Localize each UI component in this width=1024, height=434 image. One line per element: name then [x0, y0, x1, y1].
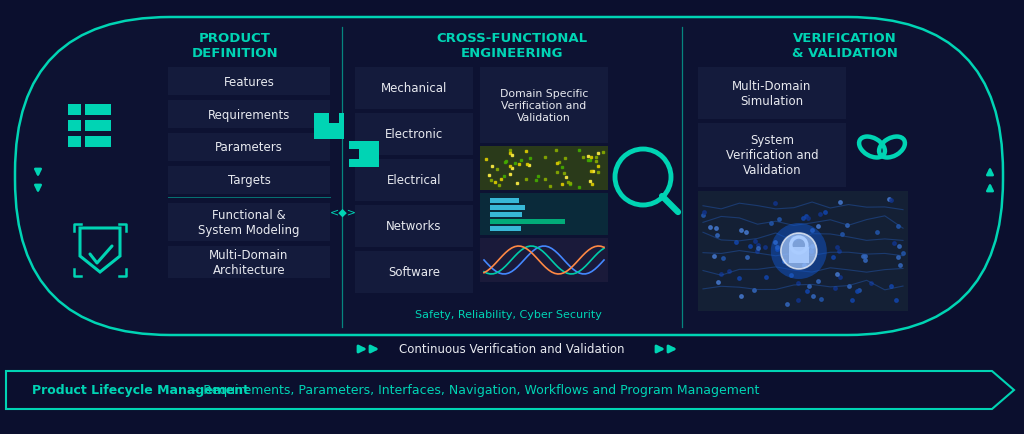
FancyBboxPatch shape [168, 68, 330, 96]
Text: Requirements: Requirements [208, 108, 290, 121]
Text: Features: Features [223, 76, 274, 88]
Text: Continuous Verification and Validation: Continuous Verification and Validation [399, 343, 625, 356]
FancyBboxPatch shape [480, 238, 608, 283]
Text: <◆>: <◆> [330, 207, 356, 217]
Text: System
Verification and
Validation: System Verification and Validation [726, 134, 818, 177]
FancyBboxPatch shape [480, 68, 608, 144]
Text: Safety, Reliability, Cyber Security: Safety, Reliability, Cyber Security [415, 309, 601, 319]
Text: Software: Software [388, 266, 440, 279]
FancyBboxPatch shape [349, 141, 379, 168]
Text: Parameters: Parameters [215, 141, 283, 154]
Circle shape [780, 233, 817, 270]
Text: Multi-Domain
Architecture: Multi-Domain Architecture [209, 248, 289, 276]
FancyBboxPatch shape [85, 121, 111, 132]
Text: CROSS-FUNCTIONAL
ENGINEERING: CROSS-FUNCTIONAL ENGINEERING [436, 32, 588, 60]
FancyBboxPatch shape [698, 124, 846, 187]
FancyBboxPatch shape [15, 18, 1002, 335]
FancyBboxPatch shape [168, 134, 330, 161]
Circle shape [771, 224, 826, 279]
FancyBboxPatch shape [698, 191, 908, 311]
FancyBboxPatch shape [85, 137, 111, 148]
FancyBboxPatch shape [490, 198, 519, 204]
FancyBboxPatch shape [168, 101, 330, 129]
FancyBboxPatch shape [480, 194, 608, 236]
Text: Functional &
System Modeling: Functional & System Modeling [199, 208, 300, 237]
Text: Targets: Targets [227, 174, 270, 187]
FancyBboxPatch shape [355, 114, 473, 156]
FancyBboxPatch shape [355, 160, 473, 201]
Text: Mechanical: Mechanical [381, 82, 447, 95]
FancyBboxPatch shape [788, 247, 809, 263]
FancyBboxPatch shape [355, 68, 473, 110]
FancyBboxPatch shape [490, 220, 565, 224]
Text: Networks: Networks [386, 220, 441, 233]
FancyBboxPatch shape [68, 105, 81, 116]
FancyBboxPatch shape [168, 167, 330, 194]
FancyBboxPatch shape [490, 213, 521, 217]
FancyBboxPatch shape [698, 68, 846, 120]
FancyBboxPatch shape [355, 251, 473, 293]
FancyBboxPatch shape [480, 147, 608, 191]
FancyBboxPatch shape [355, 206, 473, 247]
Text: Electrical: Electrical [387, 174, 441, 187]
Text: – Requirements, Parameters, Interfaces, Navigation, Workflows and Program Manage: – Requirements, Parameters, Interfaces, … [189, 384, 760, 397]
FancyBboxPatch shape [168, 247, 330, 278]
FancyBboxPatch shape [349, 150, 359, 160]
FancyBboxPatch shape [329, 114, 339, 124]
FancyBboxPatch shape [490, 206, 525, 210]
FancyBboxPatch shape [490, 227, 521, 231]
FancyBboxPatch shape [168, 204, 330, 241]
FancyBboxPatch shape [314, 114, 344, 140]
FancyBboxPatch shape [68, 137, 81, 148]
Text: PRODUCT
DEFINITION: PRODUCT DEFINITION [191, 32, 279, 60]
Text: Domain Specific
Verification and
Validation: Domain Specific Verification and Validat… [500, 89, 588, 122]
Text: Electronic: Electronic [385, 128, 443, 141]
FancyBboxPatch shape [85, 105, 111, 116]
Text: Multi-Domain
Simulation: Multi-Domain Simulation [732, 80, 812, 108]
FancyBboxPatch shape [68, 121, 81, 132]
Text: Product Lifecycle Management: Product Lifecycle Management [32, 384, 249, 397]
Text: VERIFICATION
& VALIDATION: VERIFICATION & VALIDATION [792, 32, 898, 60]
